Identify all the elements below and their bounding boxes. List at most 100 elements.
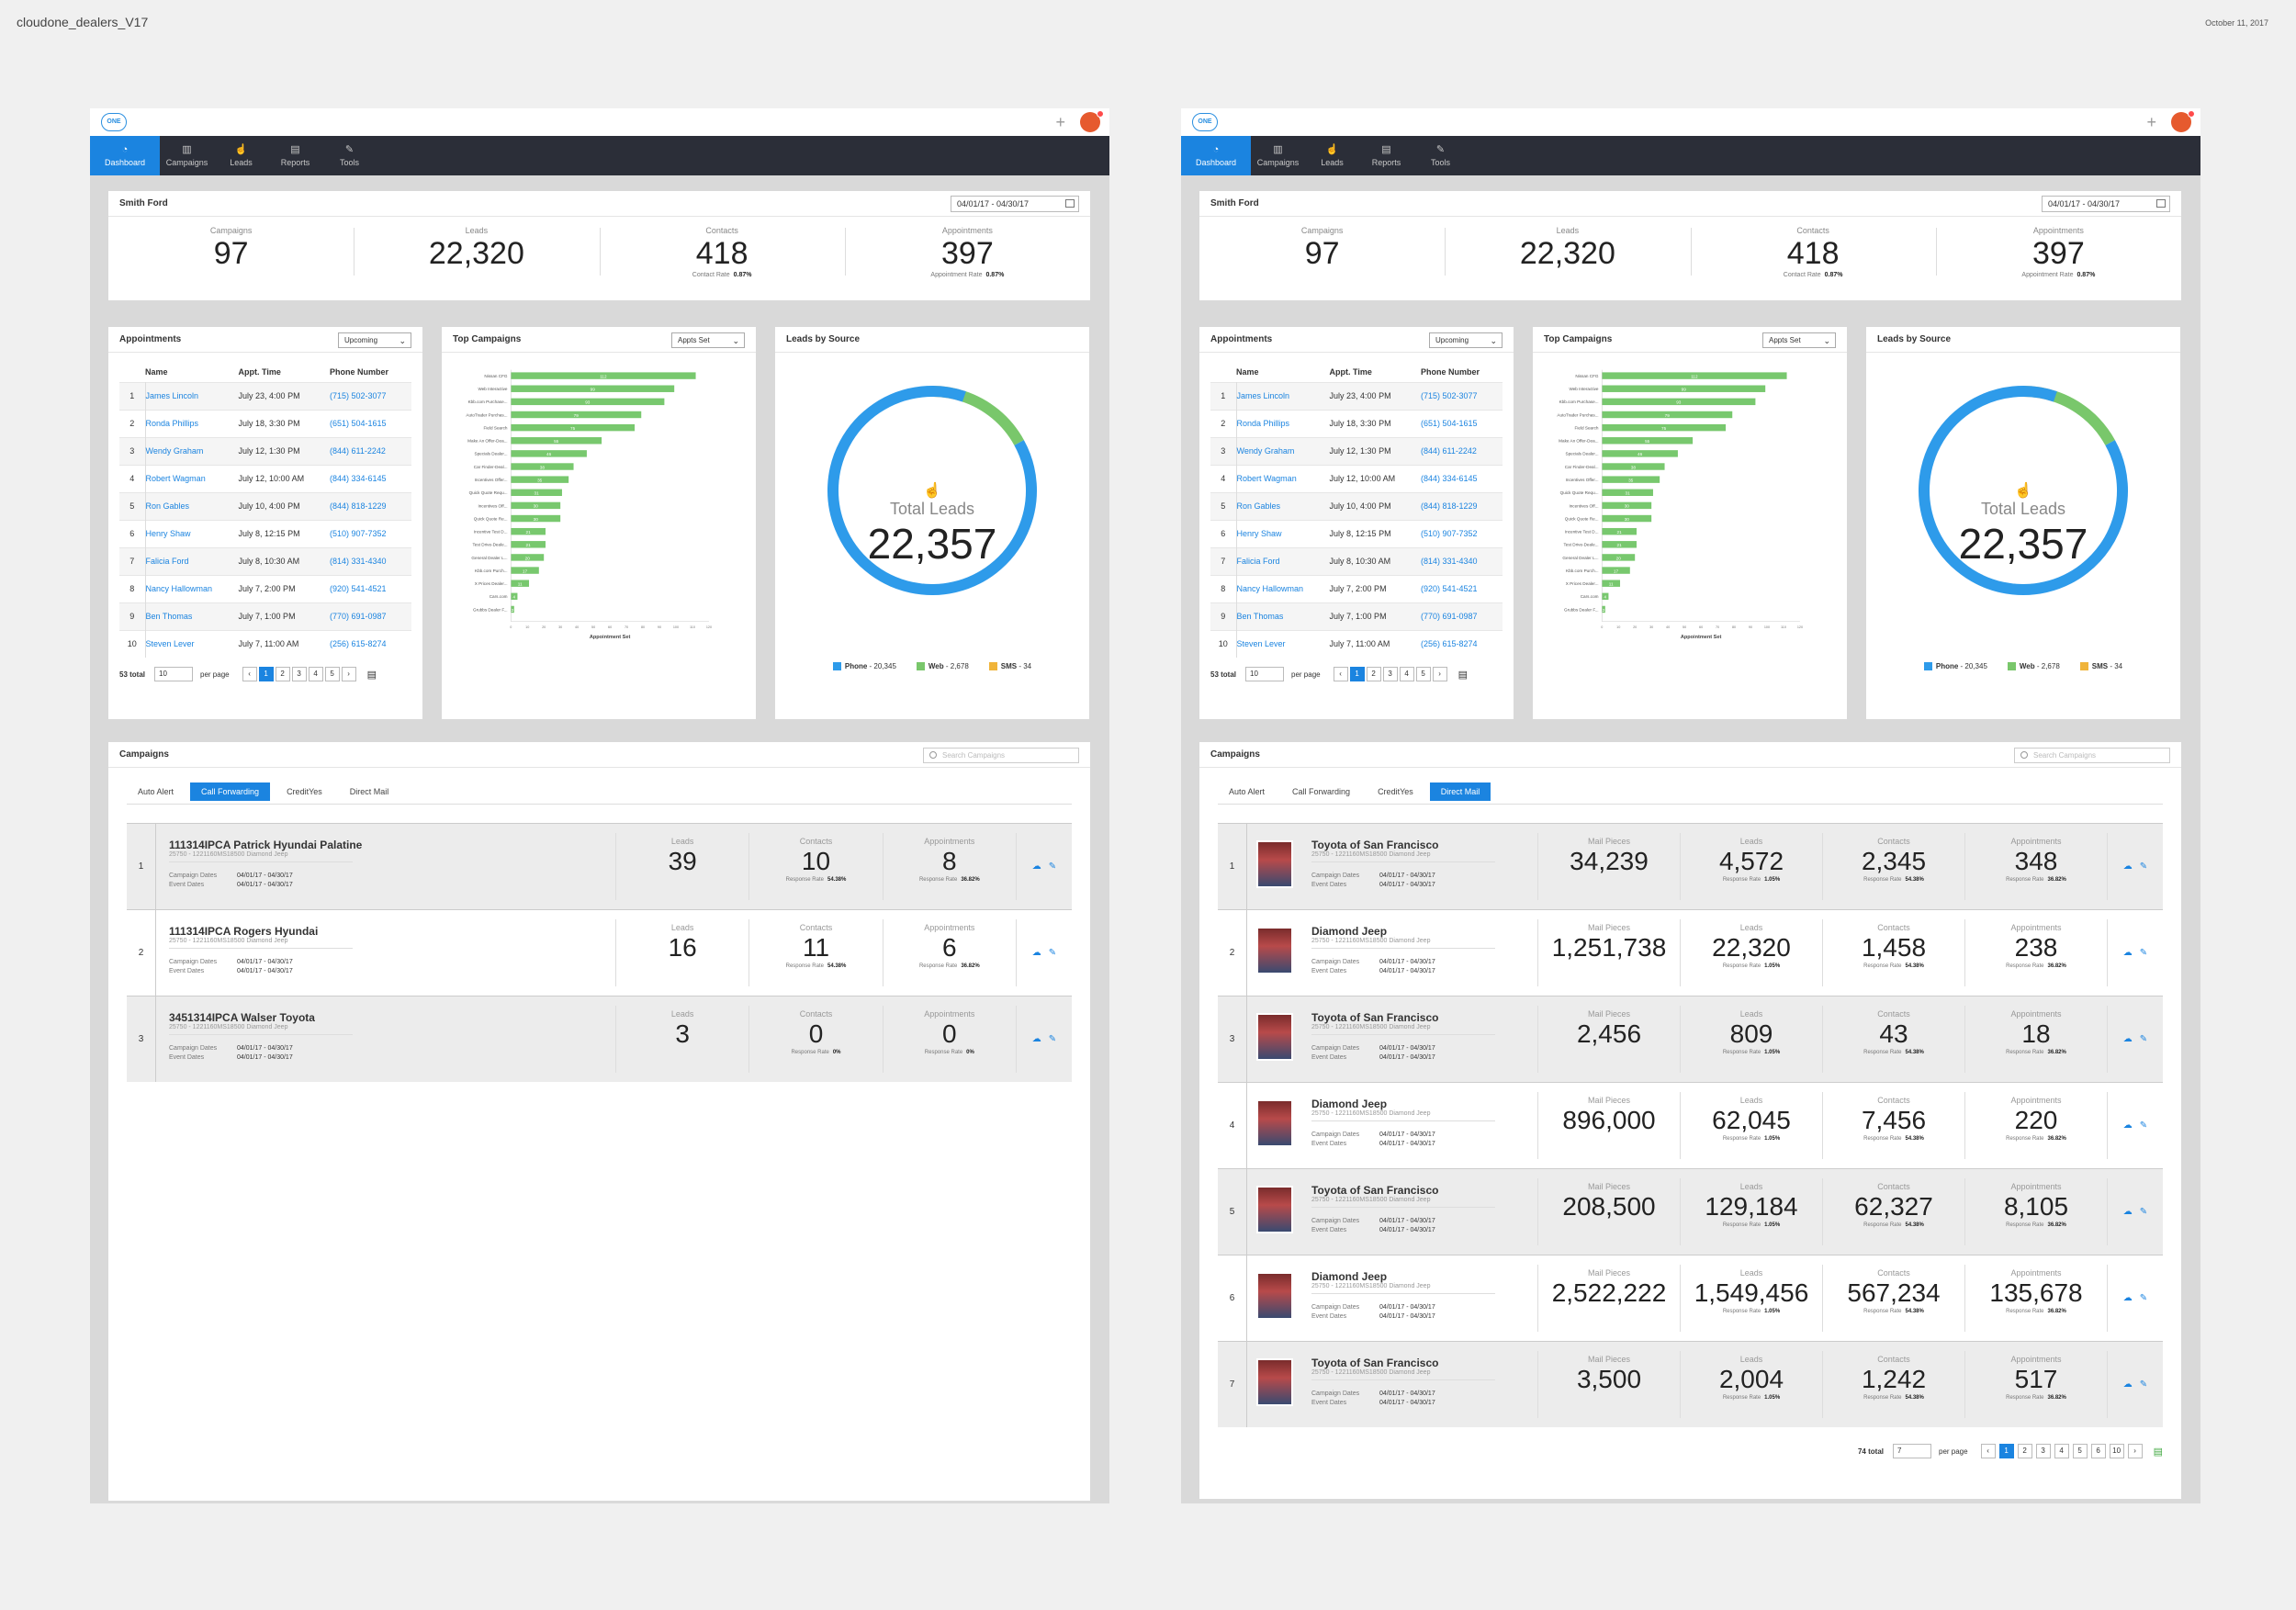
contact-name-link[interactable]: James Lincoln: [1236, 381, 1330, 410]
page-button[interactable]: ›: [2127, 1444, 2143, 1458]
appointments-filter-select[interactable]: Upcoming ⌄: [338, 332, 411, 348]
campaign-title[interactable]: Diamond Jeep: [1311, 1270, 1388, 1283]
per-page-select[interactable]: 10: [1245, 667, 1285, 681]
phone-link[interactable]: (844) 334-6145: [1421, 464, 1503, 492]
page-button[interactable]: 4: [1399, 667, 1414, 681]
top-campaigns-filter-select[interactable]: Appts Set ⌄: [671, 332, 745, 348]
phone-link[interactable]: (256) 615-8274: [1421, 629, 1503, 658]
phone-link[interactable]: (651) 504-1615: [330, 409, 411, 437]
campaign-row[interactable]: 3 3451314IPCA Walser Toyota 25750 - 122116…: [127, 996, 1072, 1082]
phone-link[interactable]: (920) 541-4521: [330, 574, 411, 602]
phone-link[interactable]: (844) 611-2242: [330, 436, 411, 465]
page-button[interactable]: ›: [1432, 667, 1447, 681]
contact-name-link[interactable]: Ben Thomas: [1236, 602, 1330, 630]
campaign-title[interactable]: 3451314IPCA Walser Toyota: [169, 1011, 315, 1024]
app-logo[interactable]: ONE: [101, 113, 127, 131]
contact-name-link[interactable]: Ronda Phillips: [1236, 409, 1330, 437]
nav-item-campaigns[interactable]: ▥ Campaigns: [1251, 136, 1305, 175]
page-button[interactable]: 4: [2054, 1444, 2069, 1458]
page-button[interactable]: 5: [2072, 1444, 2088, 1458]
phone-link[interactable]: (844) 611-2242: [1421, 436, 1503, 465]
phone-link[interactable]: (510) 907-7352: [330, 519, 411, 547]
phone-link[interactable]: (510) 907-7352: [1421, 519, 1503, 547]
page-button[interactable]: ›: [341, 667, 356, 681]
campaign-title[interactable]: Diamond Jeep: [1311, 925, 1388, 938]
cloud-upload-icon[interactable]: ☁: [2122, 1034, 2133, 1044]
page-button[interactable]: 4: [308, 667, 323, 681]
campaign-row[interactable]: 7 Toyota of San Francisco 25750 - 1221160M…: [1218, 1341, 2163, 1427]
page-button[interactable]: ‹: [242, 667, 257, 681]
contact-name-link[interactable]: Steven Lever: [1236, 629, 1330, 658]
add-icon[interactable]: +: [2146, 113, 2156, 131]
campaign-search-input[interactable]: Search Campaigns: [2014, 748, 2170, 763]
phone-link[interactable]: (844) 818-1229: [1421, 491, 1503, 520]
nav-item-leads[interactable]: ☝ Leads: [1305, 136, 1359, 175]
add-icon[interactable]: +: [1055, 113, 1065, 131]
tab-auto-alert[interactable]: Auto Alert: [1229, 787, 1266, 796]
phone-link[interactable]: (814) 331-4340: [330, 546, 411, 575]
page-button[interactable]: 2: [1366, 667, 1381, 681]
contact-name-link[interactable]: Robert Wagman: [145, 464, 239, 492]
campaign-title[interactable]: 111314IPCA Rogers Hyundai: [169, 925, 319, 938]
phone-link[interactable]: (920) 541-4521: [1421, 574, 1503, 602]
phone-link[interactable]: (770) 691-0987: [330, 602, 411, 630]
phone-link[interactable]: (770) 691-0987: [1421, 602, 1503, 630]
cloud-upload-icon[interactable]: ☁: [1031, 948, 1041, 958]
contact-name-link[interactable]: Falicia Ford: [145, 546, 239, 575]
contact-name-link[interactable]: Henry Shaw: [1236, 519, 1330, 547]
phone-link[interactable]: (844) 334-6145: [330, 464, 411, 492]
nav-item-tools[interactable]: ✎ Tools: [1413, 136, 1468, 175]
nav-item-dashboard[interactable]: ◔ Dashboard: [90, 136, 160, 175]
campaign-row[interactable]: 6 Diamond Jeep 25750 - 1221160MS18500 Diam…: [1218, 1255, 2163, 1341]
edit-icon[interactable]: ✎: [2139, 1379, 2148, 1390]
campaign-title[interactable]: 111314IPCA Patrick Hyundai Palatine: [169, 839, 363, 851]
phone-link[interactable]: (814) 331-4340: [1421, 546, 1503, 575]
contact-name-link[interactable]: Ronda Phillips: [145, 409, 239, 437]
contact-name-link[interactable]: James Lincoln: [145, 381, 239, 410]
edit-icon[interactable]: ✎: [2139, 1207, 2148, 1217]
nav-item-tools[interactable]: ✎ Tools: [322, 136, 377, 175]
export-icon[interactable]: ▤: [2153, 1446, 2163, 1458]
campaign-row[interactable]: 1 Toyota of San Francisco 25750 - 1221160M…: [1218, 823, 2163, 909]
campaign-row[interactable]: 5 Toyota of San Francisco 25750 - 1221160M…: [1218, 1168, 2163, 1255]
campaign-row[interactable]: 3 Toyota of San Francisco 25750 - 1221160M…: [1218, 996, 2163, 1082]
contact-name-link[interactable]: Nancy Hallowman: [1236, 574, 1330, 602]
date-range-picker[interactable]: 04/01/17 - 04/30/17: [2042, 196, 2170, 212]
edit-icon[interactable]: ✎: [2139, 1120, 2148, 1131]
per-page-select[interactable]: 10: [154, 667, 194, 681]
page-button[interactable]: ‹: [1333, 667, 1348, 681]
contact-name-link[interactable]: Wendy Graham: [1236, 436, 1330, 465]
page-button[interactable]: 1: [258, 667, 274, 681]
contact-name-link[interactable]: Falicia Ford: [1236, 546, 1330, 575]
campaign-title[interactable]: Toyota of San Francisco: [1311, 1184, 1439, 1197]
cloud-upload-icon[interactable]: ☁: [2122, 1120, 2133, 1131]
campaign-row[interactable]: 2 Diamond Jeep 25750 - 1221160MS18500 Diam…: [1218, 909, 2163, 996]
tab-call-forwarding[interactable]: Call Forwarding: [190, 782, 271, 801]
page-button[interactable]: 2: [275, 667, 290, 681]
contact-name-link[interactable]: Ron Gables: [1236, 491, 1330, 520]
page-button[interactable]: 2: [2017, 1444, 2032, 1458]
cloud-upload-icon[interactable]: ☁: [2122, 861, 2133, 872]
campaign-title[interactable]: Diamond Jeep: [1311, 1098, 1388, 1110]
nav-item-leads[interactable]: ☝ Leads: [214, 136, 268, 175]
contact-name-link[interactable]: Ron Gables: [145, 491, 239, 520]
cloud-upload-icon[interactable]: ☁: [2122, 948, 2133, 958]
nav-item-reports[interactable]: ▤ Reports: [1359, 136, 1413, 175]
nav-item-dashboard[interactable]: ◔ Dashboard: [1181, 136, 1251, 175]
export-icon[interactable]: ▤: [1458, 669, 1469, 681]
cloud-upload-icon[interactable]: ☁: [1031, 861, 1041, 872]
campaign-title[interactable]: Toyota of San Francisco: [1311, 1357, 1439, 1369]
nav-item-reports[interactable]: ▤ Reports: [268, 136, 322, 175]
page-button[interactable]: 1: [1349, 667, 1365, 681]
cloud-upload-icon[interactable]: ☁: [2122, 1379, 2133, 1390]
page-button[interactable]: 5: [1415, 667, 1431, 681]
page-button[interactable]: 5: [324, 667, 340, 681]
edit-icon[interactable]: ✎: [2139, 1293, 2148, 1303]
tab-credityes[interactable]: CreditYes: [1378, 787, 1413, 796]
phone-link[interactable]: (715) 502-3077: [330, 381, 411, 410]
edit-icon[interactable]: ✎: [2139, 861, 2148, 872]
campaign-search-input[interactable]: Search Campaigns: [923, 748, 1079, 763]
cloud-upload-icon[interactable]: ☁: [2122, 1207, 2133, 1217]
campaign-row[interactable]: 1 111314IPCA Patrick Hyundai Palatine 2575…: [127, 823, 1072, 909]
contact-name-link[interactable]: Ben Thomas: [145, 602, 239, 630]
